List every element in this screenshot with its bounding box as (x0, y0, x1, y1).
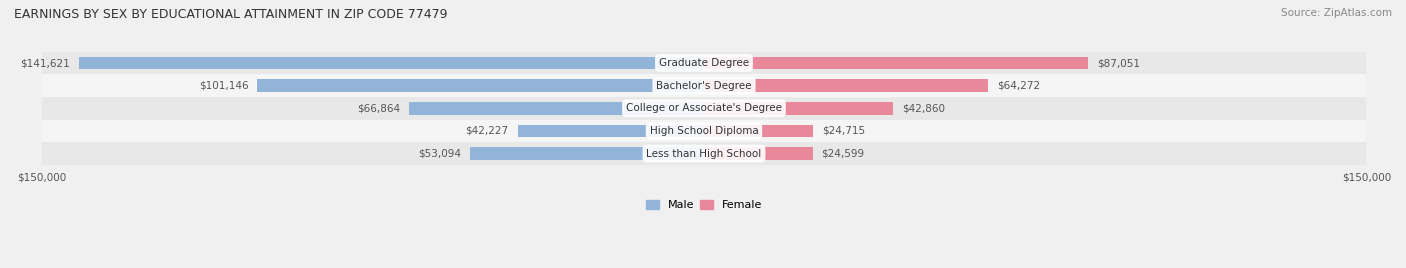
Text: $141,621: $141,621 (20, 58, 70, 68)
Text: $64,272: $64,272 (997, 81, 1040, 91)
Bar (42, 74, 1367, 97)
Text: $87,051: $87,051 (1097, 58, 1140, 68)
Bar (257, 79, 704, 92)
Bar (42, 97, 1367, 120)
Text: EARNINGS BY SEX BY EDUCATIONAL ATTAINMENT IN ZIP CODE 77479: EARNINGS BY SEX BY EDUCATIONAL ATTAINMEN… (14, 8, 447, 21)
Bar (42, 52, 1367, 74)
Text: $24,599: $24,599 (821, 148, 865, 159)
Bar (704, 125, 813, 137)
Bar (409, 102, 704, 114)
Bar (517, 125, 704, 137)
Text: Bachelor's Degree: Bachelor's Degree (657, 81, 752, 91)
Text: $66,864: $66,864 (357, 103, 399, 113)
Text: $24,715: $24,715 (823, 126, 865, 136)
Text: $42,227: $42,227 (465, 126, 509, 136)
Bar (42, 120, 1367, 142)
Text: Graduate Degree: Graduate Degree (659, 58, 749, 68)
Bar (704, 57, 1088, 69)
Text: Less than High School: Less than High School (647, 148, 762, 159)
Text: $53,094: $53,094 (418, 148, 461, 159)
Text: High School Diploma: High School Diploma (650, 126, 758, 136)
Bar (42, 142, 1367, 165)
Text: $101,146: $101,146 (198, 81, 249, 91)
Bar (704, 147, 813, 160)
Text: Source: ZipAtlas.com: Source: ZipAtlas.com (1281, 8, 1392, 18)
Text: College or Associate's Degree: College or Associate's Degree (626, 103, 782, 113)
Bar (704, 79, 988, 92)
Bar (79, 57, 704, 69)
Legend: Male, Female: Male, Female (645, 200, 762, 210)
Text: $42,860: $42,860 (903, 103, 945, 113)
Bar (470, 147, 704, 160)
Bar (704, 102, 893, 114)
